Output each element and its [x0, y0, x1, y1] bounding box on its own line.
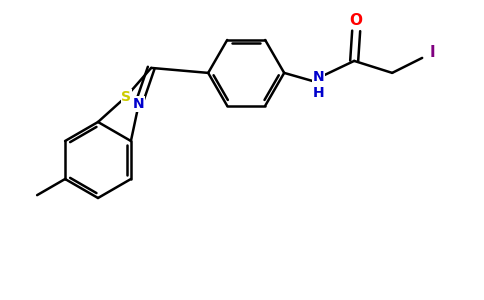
Text: O: O — [349, 14, 363, 28]
Text: N
H: N H — [312, 70, 324, 100]
Text: S: S — [121, 90, 131, 104]
Text: N: N — [133, 97, 145, 111]
Text: I: I — [429, 45, 435, 60]
